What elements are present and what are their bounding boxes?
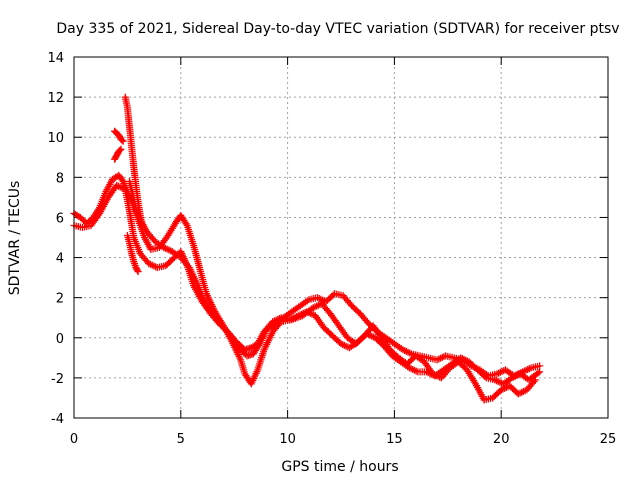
data-point [481, 373, 489, 381]
data-point [170, 254, 178, 262]
data-point [119, 137, 127, 145]
series-track-e [111, 127, 127, 145]
y-tick-label: 2 [56, 292, 64, 307]
y-tick-label: -4 [51, 412, 64, 427]
y-tick-label: 0 [56, 332, 64, 347]
data-point [117, 145, 125, 153]
data-point [138, 223, 146, 231]
data-point [182, 220, 190, 228]
y-tick-label: 14 [47, 51, 64, 66]
data-point [116, 146, 124, 154]
data-point [80, 216, 88, 224]
data-point [118, 136, 126, 144]
x-tick-label: 25 [600, 432, 617, 447]
data-point [78, 215, 86, 223]
data-point [536, 368, 544, 376]
x-axis-label: GPS time / hours [281, 459, 398, 475]
x-tick-label: 5 [177, 432, 185, 447]
axis-ticks: 0 5 10 15 20 25 -4 -2 0 2 4 6 8 10 12 14 [47, 51, 616, 447]
x-tick-label: 0 [70, 432, 78, 447]
y-tick-label: -2 [51, 372, 64, 387]
data-point [133, 266, 141, 274]
data-point [534, 369, 542, 377]
plot-border [73, 56, 609, 419]
chart-title: Day 335 of 2021, Sidereal Day-to-day VTE… [56, 21, 619, 37]
y-axis-label: SDTVAR / TECUs [7, 181, 23, 296]
y-tick-label: 4 [56, 252, 64, 267]
y-tick-label: 10 [47, 131, 64, 146]
data-point [536, 362, 544, 370]
y-tick-label: 6 [56, 211, 64, 226]
data-markers [70, 93, 544, 404]
data-point [76, 213, 84, 221]
x-tick-label: 20 [493, 432, 510, 447]
series-track-g [123, 231, 142, 276]
data-point [531, 376, 539, 384]
series-track-b [70, 181, 544, 388]
series-track-f [111, 145, 125, 163]
x-tick-label: 10 [279, 432, 296, 447]
data-point [276, 319, 284, 327]
series-track-d [121, 93, 146, 231]
data-point [118, 176, 126, 184]
data-point [134, 268, 142, 276]
series-track-c [126, 177, 539, 404]
y-tick-label: 12 [47, 91, 64, 106]
x-tick-label: 15 [386, 432, 403, 447]
data-point [172, 252, 180, 260]
data-point [530, 378, 538, 386]
y-tick-label: 8 [56, 171, 64, 186]
